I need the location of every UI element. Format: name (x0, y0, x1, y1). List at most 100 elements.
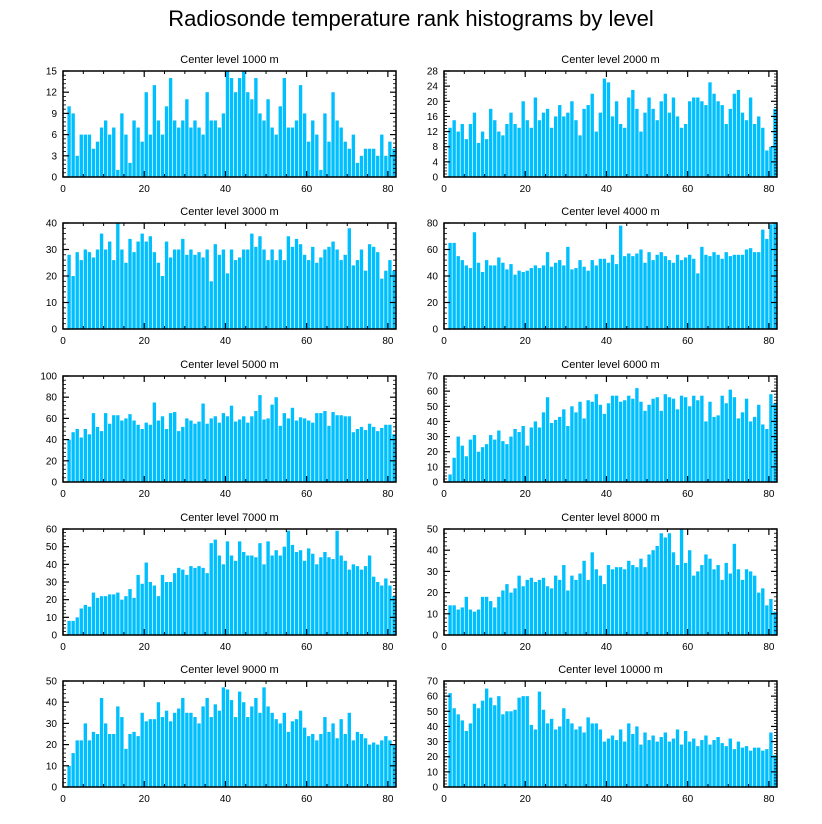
histogram-bar (99, 431, 104, 482)
histogram-bar (501, 135, 505, 177)
histogram-bar (339, 127, 343, 177)
x-tick-label: 80 (763, 336, 775, 347)
y-tick-label: 20 (427, 298, 439, 309)
histogram-bar (83, 429, 88, 482)
histogram-bar (359, 569, 364, 635)
histogram-bar (343, 560, 347, 635)
histogram-bar (513, 429, 517, 482)
histogram-panel: Center level 1000 m 0 20 40 60 80 0 3 6 9 12 15 (46, 54, 397, 195)
y-tick-label: 0 (432, 173, 438, 184)
y-tick-label: 50 (427, 707, 439, 718)
histogram-bar (112, 415, 116, 482)
histogram-bar (732, 254, 737, 329)
histogram-bar (517, 575, 521, 635)
histogram-bar (761, 229, 765, 329)
histogram-bar (294, 120, 299, 177)
histogram-bar (484, 596, 489, 635)
histogram-bar (651, 260, 655, 329)
histogram-bar (513, 709, 517, 787)
histogram-bar (108, 734, 112, 787)
histogram-bar (116, 592, 120, 635)
histogram-bar (103, 596, 108, 635)
histogram-bar (614, 567, 619, 635)
histogram-bar (307, 260, 311, 329)
histogram-bar (671, 262, 676, 329)
histogram-bar (761, 127, 765, 177)
histogram-bar (315, 262, 319, 329)
y-tick-label: 10 (427, 767, 439, 778)
histogram-bar (201, 257, 205, 329)
histogram-bar (327, 141, 331, 177)
histogram-bar (384, 736, 388, 787)
histogram-bar (468, 609, 473, 635)
histogram-bar (757, 592, 761, 635)
x-tick-label: 0 (60, 336, 66, 347)
histogram-bar (683, 562, 688, 635)
histogram-bar (152, 85, 157, 177)
histogram-bar (384, 424, 388, 482)
histogram-bar (659, 533, 663, 635)
y-tick-label: 20 (46, 740, 58, 751)
histogram-bar (164, 429, 169, 482)
histogram-bar (148, 582, 152, 635)
histogram-bar (79, 260, 83, 329)
histogram-bar (311, 734, 315, 787)
histogram-bar (75, 740, 79, 787)
histogram-bar (529, 127, 533, 177)
histogram-bar (740, 412, 745, 482)
x-tick-label: 80 (382, 642, 394, 653)
histogram-bar (553, 262, 558, 329)
histogram-bar (549, 422, 554, 482)
histogram-bar (250, 233, 254, 329)
y-tick-label: 40 (427, 546, 439, 557)
histogram-bar (647, 252, 651, 329)
histogram-bar (319, 257, 323, 329)
y-tick-label: 40 (46, 698, 58, 709)
histogram-bar (91, 257, 96, 329)
histogram-bar (189, 712, 193, 787)
histogram-bar (367, 148, 372, 177)
histogram-bar (525, 270, 529, 329)
panel-title: Center level 3000 m (180, 206, 278, 218)
histogram-bar (708, 558, 712, 635)
histogram-bar (144, 422, 148, 482)
histogram-bar (464, 139, 469, 177)
histogram-bar (545, 586, 550, 635)
histogram-bar (647, 740, 651, 787)
histogram-bar (282, 546, 287, 635)
histogram-bar (736, 254, 741, 329)
histogram-bar (716, 415, 720, 482)
y-tick-label: 12 (427, 127, 439, 138)
histogram-bar (103, 249, 108, 329)
histogram-bar (217, 254, 222, 329)
y-tick-label: 40 (46, 435, 58, 446)
histogram-bar (525, 696, 529, 787)
histogram-bar (493, 120, 497, 177)
histogram-bar (120, 420, 124, 482)
histogram-bar (262, 687, 266, 787)
histogram-bar (302, 727, 307, 787)
plot-frame (443, 528, 778, 636)
histogram-bar (298, 550, 303, 635)
x-tick-label: 60 (682, 489, 694, 500)
histogram-bar (562, 708, 566, 787)
x-tick-label: 40 (601, 336, 613, 347)
y-tick-label: 50 (46, 677, 58, 688)
histogram-bar (606, 403, 611, 482)
histogram-bar (302, 113, 307, 177)
histogram-bar (205, 573, 209, 635)
histogram-bar (298, 417, 303, 482)
histogram-bar (464, 596, 469, 635)
histogram-bar (704, 254, 708, 329)
histogram-bar (606, 738, 611, 787)
histogram-bar (501, 590, 505, 635)
histogram-bar (452, 457, 456, 482)
histogram-bar (193, 254, 197, 329)
histogram-bar (87, 434, 92, 482)
histogram-bar (537, 579, 542, 635)
histogram-bar (769, 394, 773, 482)
histogram-bar (315, 740, 319, 787)
histogram-bar (91, 592, 96, 635)
histogram-bar (553, 575, 558, 635)
histogram-bar (95, 597, 100, 635)
